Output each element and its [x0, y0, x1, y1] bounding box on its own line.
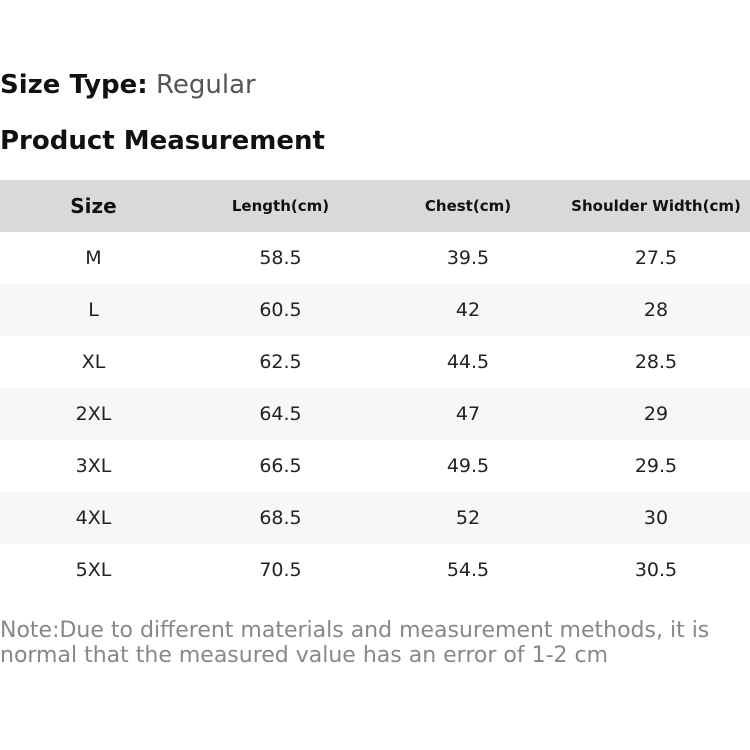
table-cell: 3XL — [75, 455, 112, 477]
table-cell: 2XL — [75, 403, 112, 425]
size-type-value: Regular — [155, 70, 256, 100]
table-cell: 28.5 — [634, 351, 678, 373]
header-row: Size Length(cm) Chest(cm) Shoulder Width(cm… — [0, 180, 750, 232]
table-cell: 52 — [455, 507, 481, 529]
table-cell: 30.5 — [634, 559, 678, 581]
size-type-label: Size Type: — [0, 70, 148, 100]
table-row: L 60.5 42 28 — [0, 284, 750, 336]
table-cell: 29.5 — [634, 455, 678, 477]
header-cell: Shoulder Width(cm) — [571, 197, 741, 215]
table-header: Size Length(cm) Chest(cm) Shoulder Width(cm… — [0, 180, 750, 232]
title: Product Measurement — [0, 126, 325, 156]
table-cell: 64.5 — [259, 403, 302, 425]
table-cell: 5XL — [75, 559, 112, 581]
note: Note:Due to different materials and meas… — [0, 618, 710, 668]
table-cell: XL — [81, 351, 106, 373]
table-cell: 58.5 — [259, 247, 302, 269]
header-cell: Size — [70, 194, 117, 218]
size-type: Size Type: Regular — [0, 70, 256, 100]
table-cell: 28 — [643, 299, 669, 321]
table-cell: 47 — [455, 403, 481, 425]
table-row: 3XL 66.5 49.5 29.5 — [0, 440, 750, 492]
table-cell: 62.5 — [259, 351, 302, 373]
table-row: M 58.5 39.5 27.5 — [0, 232, 750, 284]
table-cell: 44.5 — [446, 351, 490, 373]
table-cell: 42 — [455, 299, 481, 321]
header-cell: Chest(cm) — [424, 197, 512, 215]
table-cell: M — [85, 247, 102, 269]
table-row: 4XL 68.5 52 30 — [0, 492, 750, 544]
table-cell: 29 — [643, 403, 669, 425]
table-cell: 4XL — [75, 507, 112, 529]
table-cell: 60.5 — [259, 299, 302, 321]
table-row: XL 62.5 44.5 28.5 — [0, 336, 750, 388]
table-body: M 58.5 39.5 27.5 L 60.5 42 28 XL 62.5 44.5 28.5 2XL 6… — [0, 232, 750, 596]
table-cell: 30 — [643, 507, 669, 529]
table-row: 5XL 70.5 54.5 30.5 — [0, 544, 750, 596]
table-cell: 70.5 — [259, 559, 302, 581]
size-table: Size Length(cm) Chest(cm) Shoulder Width(cm… — [0, 180, 750, 596]
table-row: 2XL 64.5 47 29 — [0, 388, 750, 440]
table-cell: 49.5 — [446, 455, 490, 477]
table-cell: 66.5 — [259, 455, 302, 477]
table-cell: 54.5 — [446, 559, 490, 581]
table-cell: 39.5 — [446, 247, 490, 269]
table-cell: L — [88, 299, 99, 321]
table-cell: 68.5 — [259, 507, 302, 529]
header-cell: Length(cm) — [231, 197, 330, 215]
table-cell: 27.5 — [634, 247, 678, 269]
